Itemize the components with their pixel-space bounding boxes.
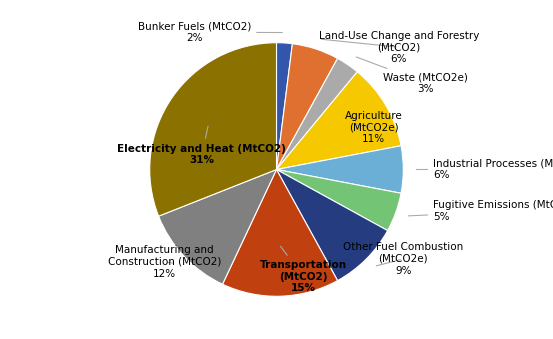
Text: Agriculture
(MtCO2e)
11%: Agriculture (MtCO2e) 11%: [345, 111, 403, 144]
Wedge shape: [159, 170, 276, 284]
Text: Transportation
(MtCO2)
15%: Transportation (MtCO2) 15%: [260, 246, 347, 294]
Wedge shape: [222, 170, 337, 296]
Wedge shape: [276, 170, 401, 231]
Wedge shape: [276, 170, 388, 281]
Text: Manufacturing and
Construction (MtCO2)
12%: Manufacturing and Construction (MtCO2) 1…: [108, 245, 221, 279]
Text: Electricity and Heat (MtCO2)
31%: Electricity and Heat (MtCO2) 31%: [117, 126, 286, 165]
Text: Other Fuel Combustion
(MtCO2e)
9%: Other Fuel Combustion (MtCO2e) 9%: [343, 242, 463, 276]
Text: Industrial Processes (MtCO2e)
6%: Industrial Processes (MtCO2e) 6%: [416, 159, 553, 180]
Text: Bunker Fuels (MtCO2)
2%: Bunker Fuels (MtCO2) 2%: [138, 21, 283, 43]
Wedge shape: [276, 44, 337, 170]
Text: Land-Use Change and Forestry
(MtCO2)
6%: Land-Use Change and Forestry (MtCO2) 6%: [319, 31, 479, 64]
Text: Waste (MtCO2e)
3%: Waste (MtCO2e) 3%: [356, 57, 468, 94]
Wedge shape: [276, 72, 401, 170]
Wedge shape: [150, 43, 276, 216]
Text: Fugitive Emissions (MtCO2e)
5%: Fugitive Emissions (MtCO2e) 5%: [408, 200, 553, 222]
Wedge shape: [276, 146, 403, 193]
Wedge shape: [276, 58, 357, 170]
Wedge shape: [276, 43, 293, 170]
